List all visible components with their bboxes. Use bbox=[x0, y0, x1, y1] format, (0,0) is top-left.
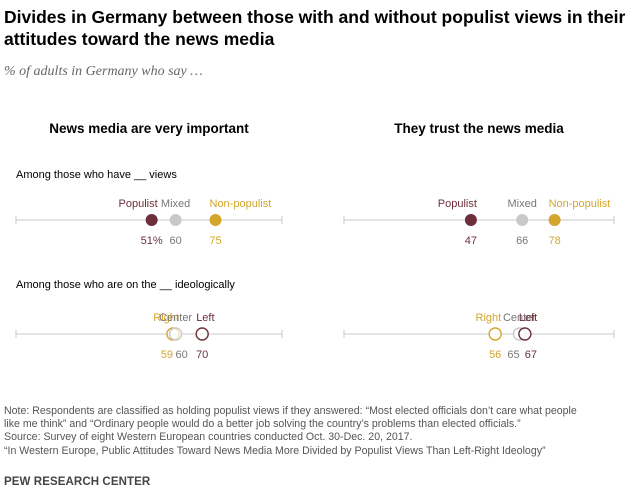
value-label: 60 bbox=[169, 235, 181, 247]
dot-populist bbox=[464, 214, 477, 226]
report-title-line: “In Western Europe, Public Attitudes Tow… bbox=[4, 444, 546, 457]
series-label: Populist bbox=[119, 198, 158, 210]
value-label: 70 bbox=[196, 349, 208, 361]
row-label-1: Among those who are on the __ ideologica… bbox=[16, 279, 235, 291]
dot-non-populist bbox=[548, 214, 561, 226]
value-label: 67 bbox=[525, 349, 537, 361]
series-label: Left bbox=[196, 312, 214, 324]
note-line: like me think” and “Ordinary people woul… bbox=[4, 418, 521, 431]
value-label: 65 bbox=[507, 349, 519, 361]
series-label: Non-populist bbox=[549, 198, 611, 210]
value-label: 78 bbox=[548, 235, 560, 247]
dot-mixed bbox=[516, 214, 529, 226]
series-label: Center bbox=[503, 312, 536, 324]
series-label: Right bbox=[476, 312, 502, 324]
dot-non-populist bbox=[209, 214, 222, 226]
series-label: Center bbox=[159, 312, 192, 324]
value-label: 51% bbox=[141, 235, 163, 247]
series-label: Non-populist bbox=[210, 198, 272, 210]
chart-title: Divides in Germany between those with an… bbox=[4, 7, 626, 49]
dot-plot: News media are very important They trust… bbox=[15, 121, 615, 361]
dot-populist bbox=[145, 214, 158, 226]
dot-left bbox=[195, 327, 209, 341]
value-label: 56 bbox=[489, 349, 501, 361]
row-label-0: Among those who have __ views bbox=[16, 169, 177, 181]
series-label: Mixed bbox=[161, 198, 190, 210]
value-label: 47 bbox=[465, 235, 477, 247]
chart-subtitle: % of adults in Germany who say … bbox=[4, 64, 203, 79]
dot-mixed bbox=[169, 214, 182, 226]
dot-left bbox=[518, 327, 532, 341]
chart-notes: Note: Respondents are classified as hold… bbox=[4, 405, 636, 458]
value-label: 59 bbox=[161, 349, 173, 361]
value-label: 66 bbox=[516, 235, 528, 247]
dot-right bbox=[488, 327, 502, 341]
dot-center bbox=[168, 327, 183, 341]
note-line: Note: Respondents are classified as hold… bbox=[4, 405, 577, 417]
panel-title-1: They trust the news media bbox=[394, 121, 564, 136]
source-line: Source: Survey of eight Western European… bbox=[4, 431, 413, 444]
series-label: Populist bbox=[438, 198, 477, 210]
series-label: Left bbox=[519, 312, 537, 324]
value-label: 60 bbox=[175, 349, 187, 361]
series-label: Mixed bbox=[508, 198, 537, 210]
series-label: Right bbox=[153, 312, 179, 324]
value-label: 75 bbox=[209, 235, 221, 247]
panel-title-0: News media are very important bbox=[49, 121, 249, 136]
brand-logo-text: PEW RESEARCH CENTER bbox=[4, 476, 151, 488]
